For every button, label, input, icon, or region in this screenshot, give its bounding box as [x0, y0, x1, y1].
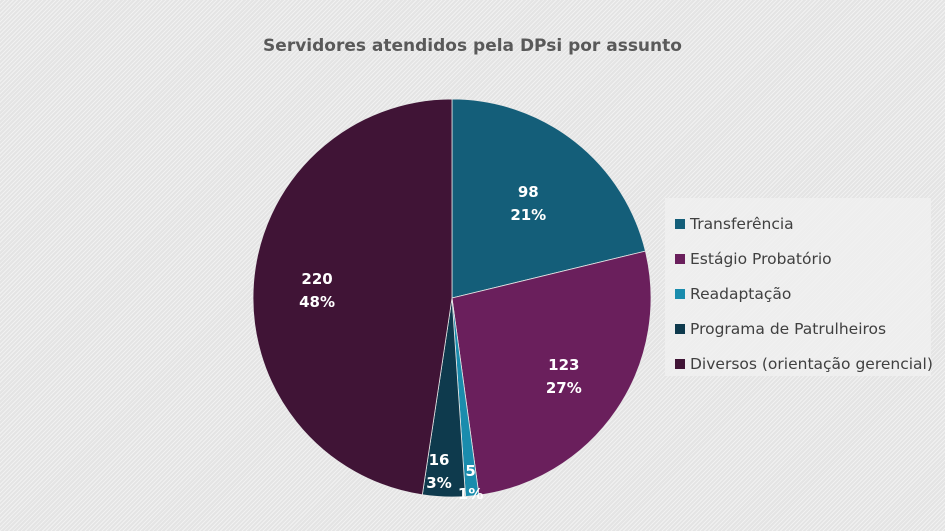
chart-legend: Transferência Estágio Probatório Readapt…	[665, 198, 933, 376]
legend-swatch	[675, 288, 685, 299]
data-label-percent: 3%	[426, 474, 451, 492]
legend-swatch	[675, 323, 685, 334]
legend-swatch	[675, 253, 685, 264]
legend-swatch	[675, 358, 685, 369]
slice-label-readaptacao: 51%	[458, 462, 483, 503]
legend-item-estagio-probatorio: Estágio Probatório	[675, 241, 931, 276]
pie-slice-diversos	[252, 98, 453, 496]
data-label-value: 123	[548, 356, 579, 374]
data-label-percent: 48%	[299, 293, 335, 311]
legend-label: Transferência	[690, 214, 794, 233]
legend-swatch	[675, 218, 685, 229]
pie-slice-estagio-probatorio	[451, 250, 652, 496]
legend-item-readaptacao: Readaptação	[675, 276, 931, 311]
pie-slice-transferencia	[451, 98, 646, 299]
legend-item-transferencia: Transferência	[675, 206, 931, 241]
data-label-percent: 21%	[510, 206, 546, 224]
slice-label-programa-de-patrulheiros: 163%	[426, 451, 451, 492]
data-label-value: 5	[465, 462, 475, 480]
data-label-value: 98	[518, 183, 539, 201]
legend-label: Readaptação	[690, 284, 792, 303]
data-label-value: 16	[429, 451, 450, 469]
legend-label: Programa de Patrulheiros	[690, 319, 887, 338]
data-label-value: 220	[301, 270, 332, 288]
legend-label: Diversos (orientação gerencial)	[690, 354, 933, 373]
data-label-percent: 1%	[458, 485, 483, 503]
chart-title: Servidores atendidos pela DPsi por assun…	[263, 36, 682, 56]
data-label-percent: 27%	[546, 379, 582, 397]
legend-item-programa-de-patrulheiros: Programa de Patrulheiros	[675, 311, 931, 346]
legend-label: Estágio Probatório	[690, 249, 832, 268]
legend-item-diversos: Diversos (orientação gerencial)	[675, 346, 933, 381]
